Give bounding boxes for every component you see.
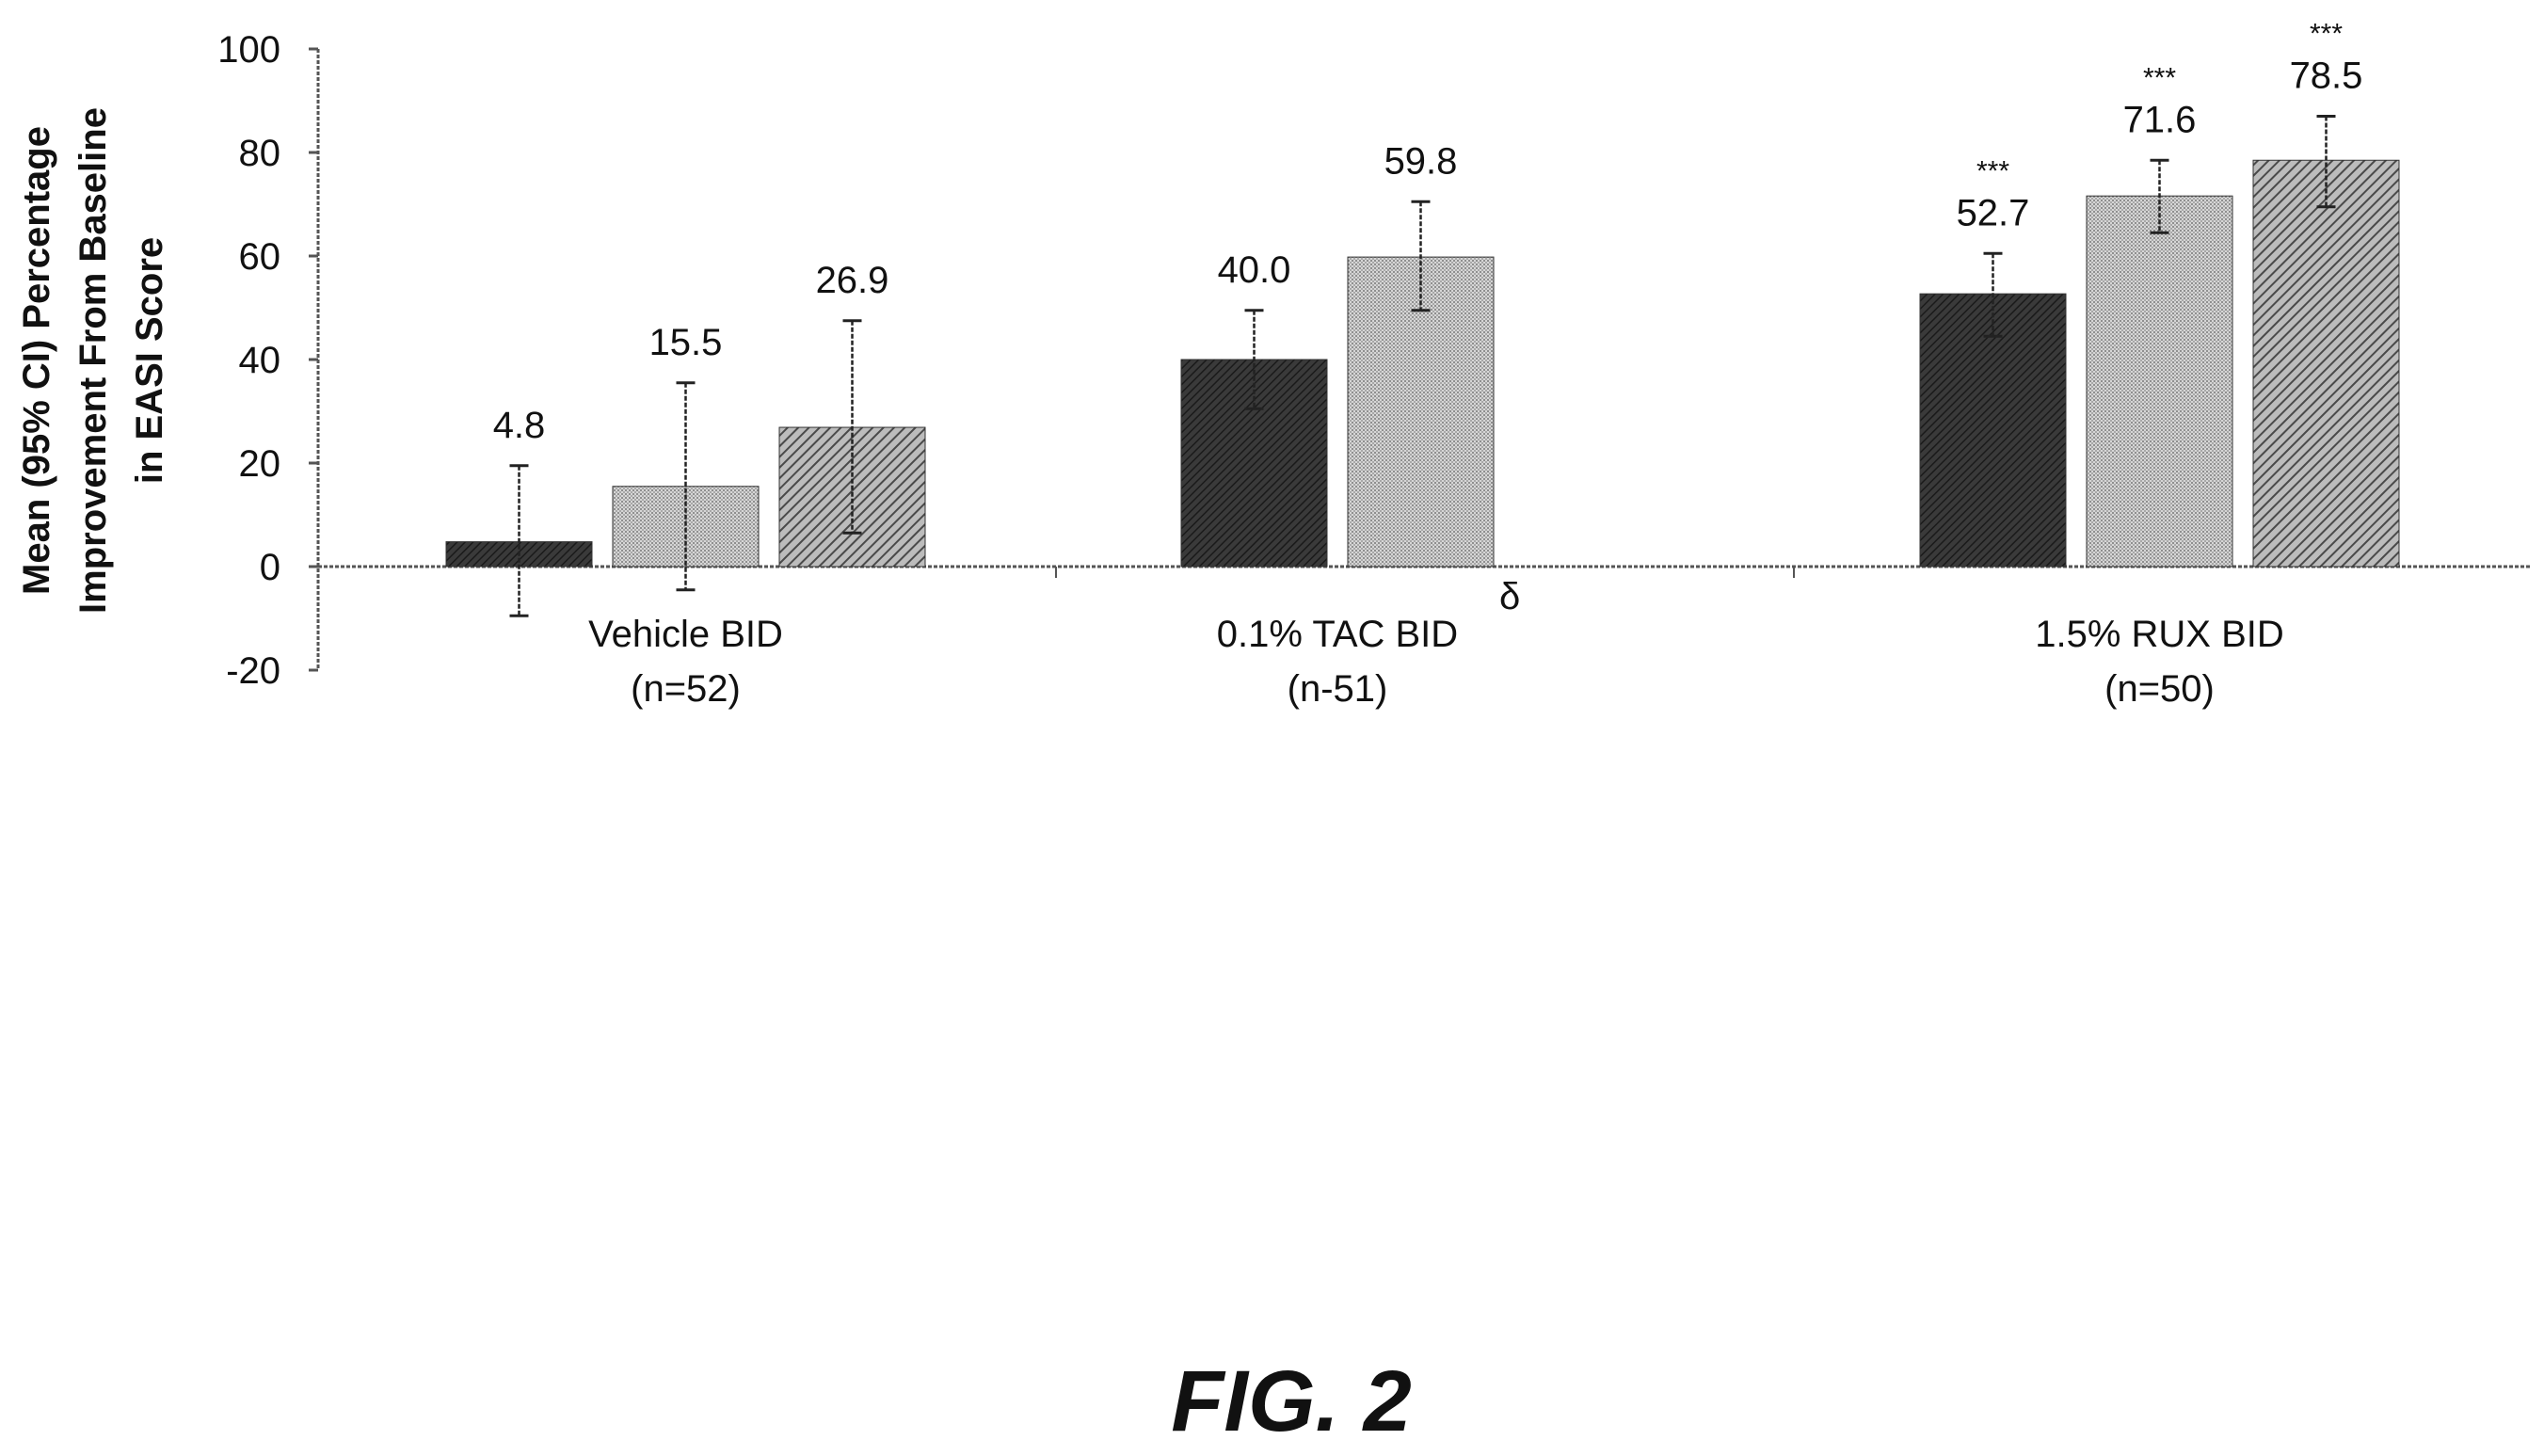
category-label: 0.1% TAC BID [1217,614,1458,655]
error-bars [509,115,2336,617]
figure-label: FIG. 2 [1171,1353,1412,1449]
y-tick-label: 20 [239,443,281,485]
significance-marker: *** [2310,19,2343,50]
category-label: 1.5% RUX BID [2035,614,2284,655]
y-tick-label: 0 [260,547,280,588]
value-labels: 4.8 15.5 26.9 40.0 59.8 52.7 *** 71.6 *** 78.5 *** [493,19,2363,446]
data-label: 15.5 [649,322,723,363]
data-label: 26.9 [816,260,889,301]
category-label-superscript: δ [1499,576,1520,617]
y-axis-title-line: Improvement From Baseline [72,107,114,614]
bar [1919,293,2067,568]
category-count: (n-51) [1288,668,1388,710]
y-tick-label: 40 [239,340,281,381]
data-label: 71.6 [2123,99,2197,140]
significance-marker: *** [2143,62,2176,93]
y-axis-title: Mean (95% CI) Percentage Improvement From… [16,107,170,614]
significance-marker: *** [1976,155,2009,186]
category-labels: Vehicle BID (n=52) 0.1% TAC BID δ (n-51) 1.5%… [588,576,2284,710]
category-count: (n=50) [2104,668,2215,710]
data-label: 4.8 [493,405,546,446]
category-label: Vehicle BID [588,614,783,655]
bar [612,486,760,568]
category-count: (n=52) [631,668,741,710]
y-tick-label: 80 [239,133,281,174]
data-label: 40.0 [1218,249,1291,291]
data-label: 59.8 [1384,140,1458,182]
y-tick-label: -20 [226,650,280,692]
y-tick-label: 100 [217,29,280,71]
bars [445,159,2400,568]
bar [2252,159,2400,568]
y-axis-ticks: -20 0 20 40 60 80 100 [217,29,318,692]
y-axis-title-line: in EASI Score [129,237,170,484]
bar [2086,195,2233,568]
y-tick-label: 60 [239,236,281,278]
data-label: 78.5 [2290,56,2363,97]
y-axis-title-line: Mean (95% CI) Percentage [16,126,57,595]
data-label: 52.7 [1957,192,2030,233]
